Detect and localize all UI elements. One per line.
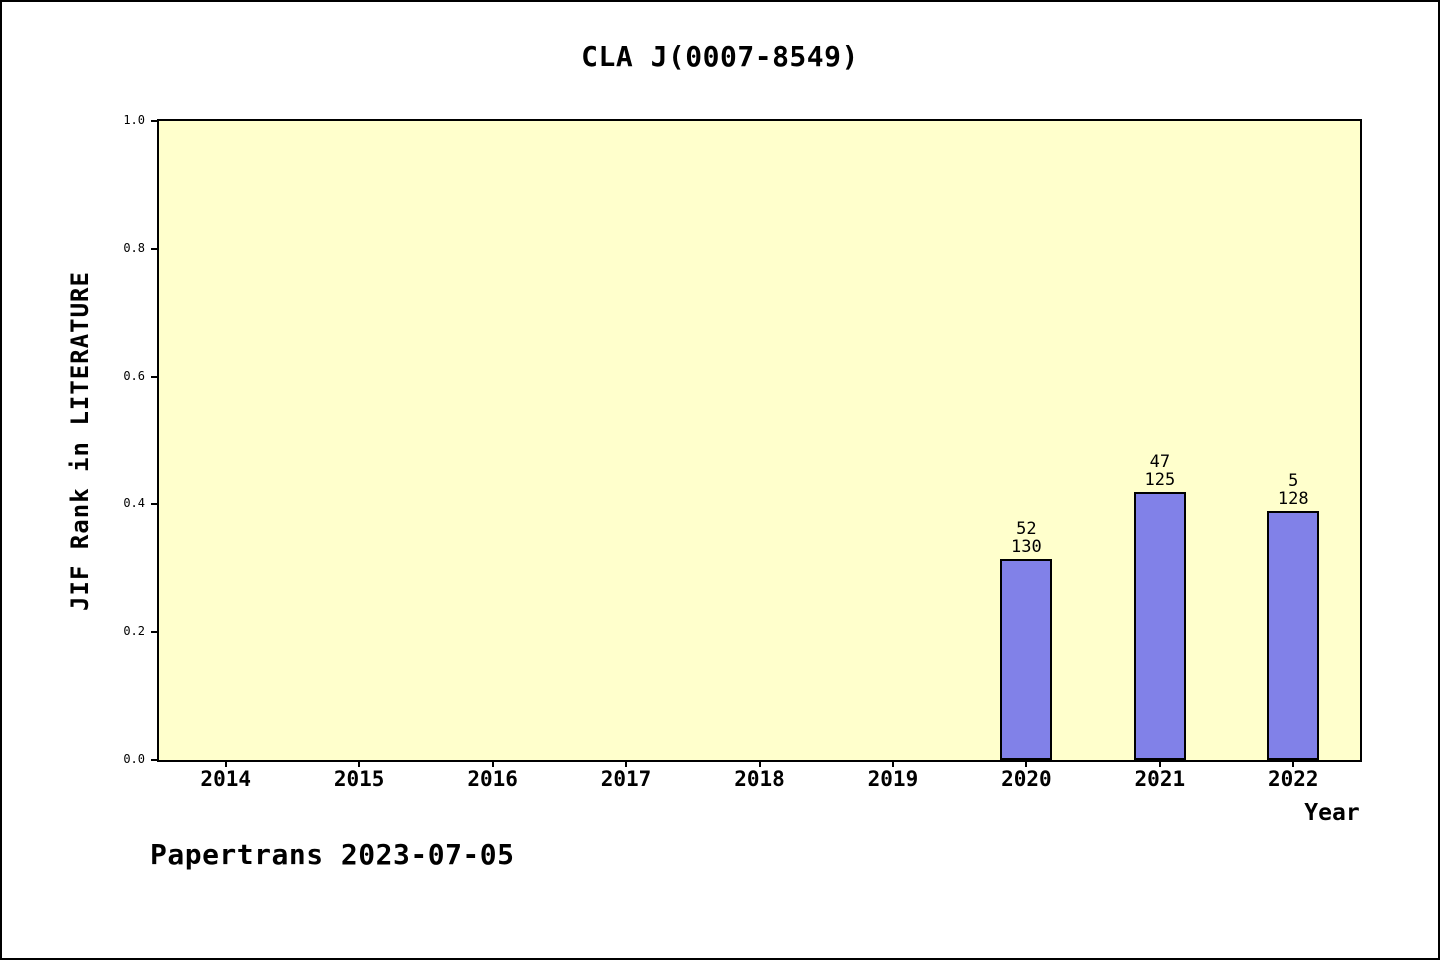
footer-watermark: Papertrans 2023-07-05: [150, 838, 515, 871]
x-tick-label: 2016: [467, 767, 518, 791]
y-tick-mark: [151, 375, 159, 378]
y-axis-label: JIF Rank in LITERATURE: [52, 119, 108, 762]
bar-annotation-rank: 52: [1016, 518, 1037, 539]
x-tick-mark: [1025, 760, 1028, 767]
x-tick-mark: [891, 760, 894, 767]
y-tick-label: 0.2: [123, 624, 145, 639]
y-tick-mark: [151, 120, 159, 122]
plot-area: 52 130 47 125 5 128: [157, 119, 1362, 762]
x-tick-label: 2022: [1267, 767, 1319, 791]
y-tick-label: 1.0: [123, 113, 145, 127]
bar-annotation-total: 130: [1011, 536, 1042, 557]
x-tick-mark: [224, 760, 227, 767]
chart-title: CLA J(0007-8549): [581, 40, 859, 73]
x-axis-label: Year: [1304, 800, 1360, 826]
bar: [1000, 558, 1053, 760]
x-tick-label: 2014: [200, 767, 251, 791]
x-tick-label: 2018: [734, 767, 785, 791]
bar: [1133, 491, 1186, 760]
bar-annotation-total: 125: [1144, 469, 1176, 490]
x-tick-label: 2015: [333, 767, 385, 791]
y-tick-mark: [151, 503, 159, 506]
y-tick-label: 0.0: [123, 752, 145, 766]
bar-annotation-rank: 5: [1288, 470, 1299, 491]
y-axis-label-text: JIF Rank in LITERATURE: [66, 270, 94, 611]
y-tick-mark: [151, 759, 159, 761]
x-tick-mark: [625, 760, 628, 767]
y-tick-label: 0.4: [123, 496, 145, 511]
bar-annotation: 5 128: [1243, 472, 1343, 508]
x-tick-mark: [358, 760, 361, 767]
bar-annotation: 47 125: [1110, 453, 1210, 489]
x-tick-label: 2021: [1134, 767, 1186, 791]
x-tick-mark: [758, 760, 761, 767]
bar-annotation-rank: 47: [1149, 451, 1171, 472]
y-tick-label: 0.6: [123, 368, 145, 383]
bar-annotation: 52 130: [976, 520, 1076, 556]
x-tick-mark: [491, 760, 494, 767]
x-tick-label: 2019: [867, 767, 919, 791]
x-tick-mark: [1292, 760, 1295, 767]
bar: [1267, 510, 1320, 760]
y-tick-label: 0.8: [123, 240, 145, 255]
x-tick-label: 2017: [600, 767, 652, 791]
y-tick-mark: [151, 247, 159, 250]
x-tick-label: 2020: [1001, 767, 1052, 791]
y-tick-mark: [151, 631, 159, 634]
bar-annotation-total: 128: [1277, 488, 1309, 509]
x-tick-mark: [1158, 760, 1161, 767]
